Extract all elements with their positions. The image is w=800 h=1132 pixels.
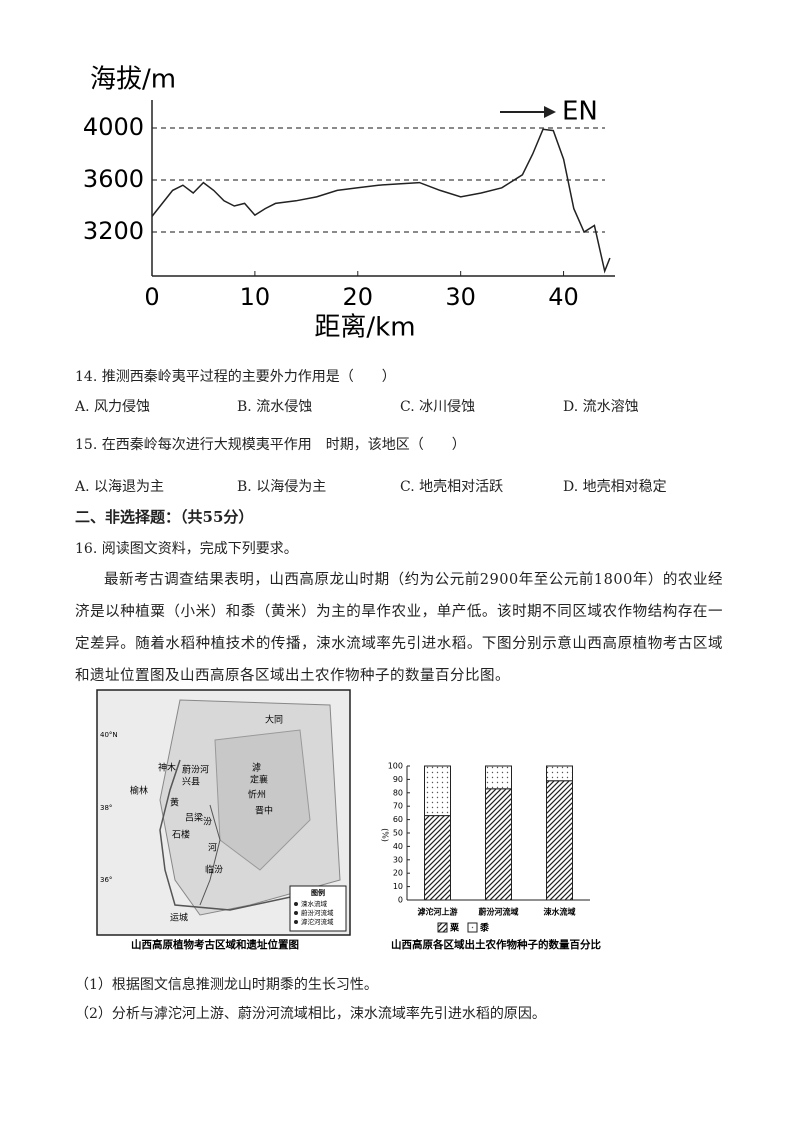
y-tick-label: 60 (393, 815, 403, 824)
y-tick-label: 0 (398, 896, 403, 905)
option: A. 以海退为主 (75, 479, 165, 495)
bar-segment (546, 765, 573, 782)
map-label: 石楼 (172, 829, 190, 841)
map-legend-box (289, 885, 347, 932)
map-label: 神木 (158, 762, 176, 774)
x-tick-label: 40 (548, 283, 579, 311)
chart-title: 山西高原各区域出土农作物种子的数量百分比 (391, 938, 601, 951)
map-label: 40°N (100, 731, 118, 739)
map-label: 忻州 (248, 789, 266, 801)
map-label: 38° (100, 804, 112, 812)
bar-segment (424, 815, 451, 901)
y-tick-label: 70 (393, 802, 403, 811)
map-label: 蔚汾河 (182, 764, 209, 776)
map-caption: 山西高原植物考古区域和遗址位置图 (131, 938, 299, 951)
bar-segment (424, 765, 451, 817)
y-tick-label: 30 (393, 855, 403, 864)
option: B. 以海侵为主 (237, 479, 327, 495)
map-label: 汾 (203, 817, 212, 828)
y-tick-label: 3600 (83, 165, 144, 193)
option: D. 地壳相对稳定 (563, 479, 667, 495)
legend-label: 粟 (449, 923, 460, 934)
sub-question: （1）根据图文信息推测龙山时期黍的生长习性。 (75, 977, 378, 993)
option: D. 流水溶蚀 (563, 399, 639, 415)
y-tick-label: 3200 (83, 217, 144, 245)
x-tick-label: 20 (343, 283, 374, 311)
y-axis-label: (%) (381, 828, 390, 842)
question-stem: 15. 在西秦岭每次进行大规模夷平作用 时期，该地区（ ） (75, 437, 466, 453)
x-tick-label: 滹沱河上游 (418, 907, 458, 917)
arrow-head (544, 106, 556, 118)
bar-segment (485, 788, 512, 901)
map-legend-label: 蔚汾河流域 (301, 908, 334, 917)
x-tick-label: 10 (240, 283, 271, 311)
map-label: 滹 (252, 762, 261, 774)
map-label: 兴县 (182, 777, 200, 788)
map-label: 黄 (170, 797, 179, 809)
x-tick-label: 涑水流域 (544, 907, 576, 917)
y-tick-label: 4000 (83, 113, 144, 141)
legend-swatch (467, 922, 478, 933)
question-stem: 14. 推测西秦岭夷平过程的主要外力作用是（ ） (75, 369, 396, 385)
paragraph: 最新考古调查结果表明，山西高原龙山时期（约为公元前2900年至公元前1800年）… (75, 572, 723, 684)
question-stem: 16. 阅读图文资料，完成下列要求。 (75, 541, 298, 557)
legend-swatch (437, 922, 448, 933)
sub-question: （2）分析与滹沱河上游、蔚汾河流域相比，涑水流域率先引进水稻的原因。 (75, 1006, 546, 1022)
map-label: 定襄 (250, 774, 268, 786)
map-label: 榆林 (130, 785, 148, 797)
map-legend-label: 涑水流域 (301, 899, 328, 908)
map-legend-label: 滹沱河流域 (301, 917, 334, 926)
y-tick-label: 100 (388, 762, 403, 771)
direction-label: EN (562, 97, 598, 127)
map-legend-dot (294, 902, 298, 906)
section-title: 二、非选择题：（共55分） (75, 508, 254, 526)
y-tick-label: 20 (393, 869, 403, 878)
option: C. 地壳相对活跃 (400, 479, 504, 495)
map-label: 河 (208, 842, 217, 854)
x-tick-label: 蔚汾河流域 (479, 907, 519, 917)
map-label: 36° (100, 876, 112, 884)
legend-label: 黍 (480, 922, 490, 934)
x-tick-label: 30 (445, 283, 476, 311)
map-label: 晋中 (255, 805, 273, 817)
river (199, 804, 221, 906)
map-label: 临汾 (205, 864, 223, 876)
y-tick-label: 80 (393, 788, 403, 797)
map-terrain (214, 729, 311, 871)
y-tick-label: 90 (393, 775, 403, 784)
y-axis-label: 海拔/m (90, 65, 176, 95)
profile-line (151, 128, 611, 274)
bar-segment (546, 780, 573, 901)
option: B. 流水侵蚀 (237, 399, 313, 415)
y-tick-label: 10 (393, 882, 403, 891)
map-legend-dot (294, 920, 298, 924)
y-tick-label: 40 (393, 842, 403, 851)
map-legend-title: 图例 (311, 888, 325, 897)
y-tick-label: 50 (393, 829, 403, 838)
map-label: 吕梁 (185, 812, 203, 824)
option: A. 风力侵蚀 (75, 399, 151, 415)
bar-segment (485, 765, 512, 790)
map-legend-dot (294, 911, 298, 915)
map-label: 大同 (265, 714, 283, 726)
river (159, 759, 301, 911)
x-axis-label: 距离/km (314, 313, 415, 343)
map-label: 运城 (170, 913, 188, 924)
x-tick-label: 0 (144, 283, 159, 311)
option: C. 冰川侵蚀 (400, 399, 476, 415)
